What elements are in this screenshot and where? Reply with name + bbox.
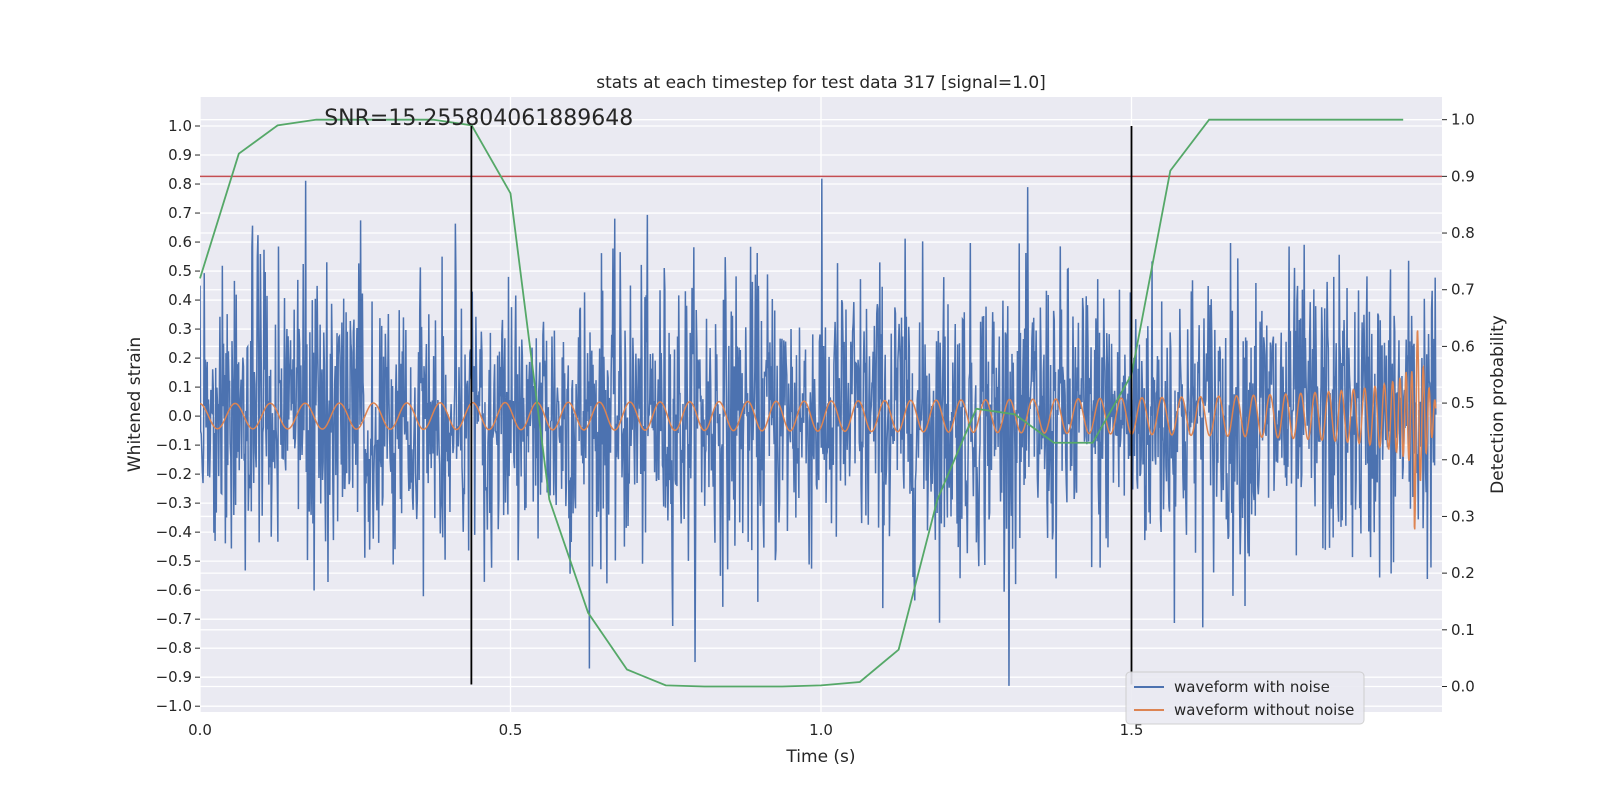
series-layer [200, 178, 1437, 686]
y2-axis-label: Detection probability [1488, 315, 1508, 494]
y-tick-label: 0.2 [168, 349, 192, 367]
y-tick-label: −0.6 [156, 581, 192, 599]
y2-tick-label: 0.0 [1451, 677, 1475, 695]
y-tick-label: 0.6 [168, 233, 192, 251]
y-tick-label: −0.8 [156, 639, 192, 657]
x-tick-label: 0.5 [499, 721, 523, 739]
y2-tick-label: 1.0 [1451, 111, 1475, 129]
y2-tick-label: 0.3 [1451, 507, 1475, 525]
series-waveform-without-noise [200, 330, 1437, 530]
y-axis-label: Whitened strain [125, 337, 145, 472]
chart-title: stats at each timestep for test data 317… [596, 73, 1046, 93]
y-tick-label: 0.4 [168, 291, 192, 309]
y2-tick-label: 0.6 [1451, 337, 1475, 355]
y2-tick-label: 0.9 [1451, 167, 1475, 185]
y-tick-label: −1.0 [156, 697, 192, 715]
y2-tick-label: 0.7 [1451, 281, 1475, 299]
y-tick-label: −0.3 [156, 494, 192, 512]
legend-label: waveform without noise [1174, 701, 1354, 719]
y-tick-label: −0.9 [156, 668, 192, 686]
y2-tick-label: 0.4 [1451, 451, 1475, 469]
y2-tick-label: 0.5 [1451, 394, 1475, 412]
y-tick-label: −0.4 [156, 523, 192, 541]
series-detection-probability [199, 118, 1404, 688]
legend: waveform with noise waveform without nois… [1125, 671, 1365, 725]
x-axis-ticks: 0.0 0.5 1.0 1.5 [188, 721, 1143, 739]
y2-tick-label: 0.8 [1451, 224, 1475, 242]
y-tick-label: −0.2 [156, 465, 192, 483]
y-tick-label: 0.1 [168, 378, 192, 396]
y2-tick-label: 0.2 [1451, 564, 1475, 582]
y-axis-ticks: 1.0 0.9 0.8 0.7 0.6 0.5 0.4 0.3 0.2 0.1 0.0 −0.1 −0.… [156, 117, 200, 715]
x-tick-label: 0.0 [188, 721, 212, 739]
y-tick-label: 0.9 [168, 146, 192, 164]
y-tick-label: −0.1 [156, 436, 192, 454]
y-tick-label: −0.7 [156, 610, 192, 628]
y2-tick-label: 0.1 [1451, 621, 1475, 639]
y-tick-label: 0.3 [168, 320, 192, 338]
reference-lines [199, 118, 1442, 688]
y-tick-label: −0.5 [156, 552, 192, 570]
y-tick-label: 0.5 [168, 262, 192, 280]
x-tick-label: 1.0 [809, 721, 833, 739]
y-tick-label: 1.0 [168, 117, 192, 135]
x-tick-label: 1.5 [1120, 721, 1144, 739]
y2-axis-ticks: 1.0 0.9 0.8 0.7 0.6 0.5 0.4 0.3 0.2 0.1 0.0 [1442, 111, 1475, 695]
y-tick-label: 0.7 [168, 204, 192, 222]
series-waveform-with-noise [200, 178, 1437, 686]
snr-annotation: SNR=15.255804061889648 [324, 106, 633, 131]
y-tick-label: 0.0 [168, 407, 192, 425]
series-clip-group [200, 178, 1437, 686]
legend-label: waveform with noise [1174, 678, 1330, 696]
legend-box [1125, 671, 1365, 725]
x-axis-label: Time (s) [785, 747, 855, 767]
y-tick-label: 0.8 [168, 175, 192, 193]
